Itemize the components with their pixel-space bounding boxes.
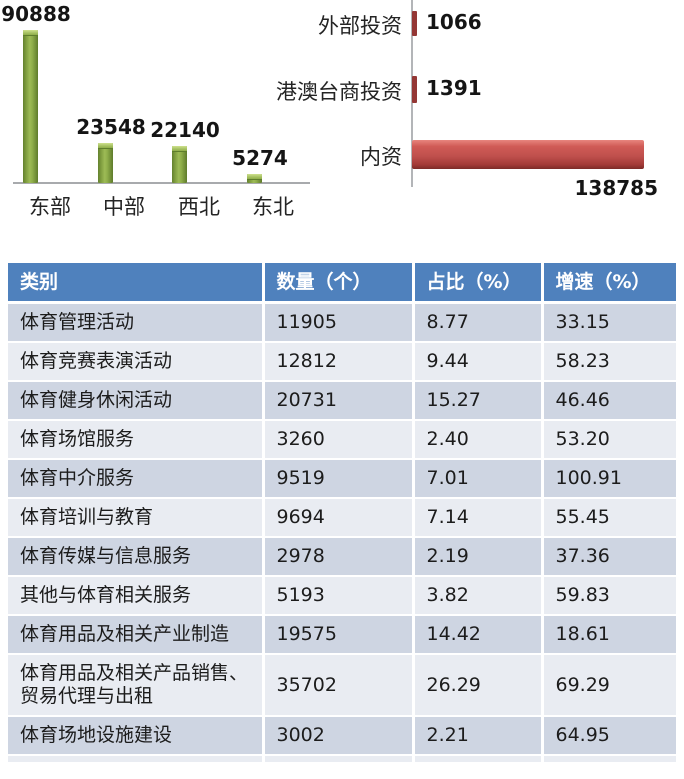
value-cell: 9.44 bbox=[413, 342, 544, 382]
category-cell: 体育传媒与信息服务 bbox=[8, 537, 265, 577]
category-label: 外部投资 bbox=[318, 14, 402, 38]
value-cell: 9519 bbox=[263, 459, 415, 499]
data-label: 22140 bbox=[150, 118, 220, 142]
category-label: 东北 bbox=[252, 195, 294, 219]
table-bottom-strip bbox=[8, 755, 676, 762]
value-cell: 11905 bbox=[263, 302, 415, 343]
value-cell: 8.77 bbox=[413, 302, 544, 343]
table-row: 体育中介服务 9519 7.01 100.91 bbox=[8, 459, 676, 499]
table-row: 体育用品及相关产业制造 19575 14.42 18.61 bbox=[8, 615, 676, 655]
table-row: 体育健身休闲活动 20731 15.27 46.46 bbox=[8, 381, 676, 421]
value-cell: 64.95 bbox=[542, 716, 676, 756]
table-row: 体育用品及相关产品销售、贸易代理与出租 35702 26.29 69.29 bbox=[8, 654, 676, 717]
category-cell: 体育培训与教育 bbox=[8, 498, 265, 538]
column-header: 占比（%） bbox=[413, 263, 544, 304]
value-cell: 2.21 bbox=[413, 716, 544, 756]
data-label: 138785 bbox=[574, 176, 659, 200]
category-label: 港澳台商投资 bbox=[276, 80, 402, 104]
table-row: 体育场地设施建设 3002 2.21 64.95 bbox=[8, 716, 676, 756]
value-cell: 7.01 bbox=[413, 459, 544, 499]
category-cell: 体育用品及相关产业制造 bbox=[8, 615, 265, 655]
category-cell: 体育中介服务 bbox=[8, 459, 265, 499]
column-header: 数量（个） bbox=[263, 263, 415, 304]
column-header: 类别 bbox=[8, 263, 265, 304]
value-cell: 19575 bbox=[263, 615, 415, 655]
table-row: 体育竞赛表演活动 12812 9.44 58.23 bbox=[8, 342, 676, 382]
table-bottom-strip-cell bbox=[413, 755, 544, 762]
data-label: 23548 bbox=[76, 115, 146, 139]
value-cell: 59.83 bbox=[542, 576, 676, 616]
horizontal-bar bbox=[412, 140, 644, 169]
table-bottom-strip-cell bbox=[8, 755, 265, 762]
table-row: 其他与体育相关服务 5193 3.82 59.83 bbox=[8, 576, 676, 616]
data-label: 90888 bbox=[1, 2, 71, 26]
value-cell: 7.14 bbox=[413, 498, 544, 538]
value-cell: 100.91 bbox=[542, 459, 676, 499]
column-bar bbox=[171, 146, 187, 183]
data-label: 5274 bbox=[232, 146, 288, 170]
category-cell: 体育竞赛表演活动 bbox=[8, 342, 265, 382]
table-row: 体育培训与教育 9694 7.14 55.45 bbox=[8, 498, 676, 538]
value-cell: 5193 bbox=[263, 576, 415, 616]
table-row: 体育管理活动 11905 8.77 33.15 bbox=[8, 302, 676, 343]
horizontal-bar bbox=[412, 11, 417, 36]
value-cell: 18.61 bbox=[542, 615, 676, 655]
sport-industry-table: 类别 数量（个） 占比（%） 增速（%） 体育管理活动 11905 8.77 33.15 体育… bbox=[8, 263, 676, 762]
category-label: 西北 bbox=[178, 195, 220, 219]
value-cell: 9694 bbox=[263, 498, 415, 538]
value-cell: 20731 bbox=[263, 381, 415, 421]
value-cell: 69.29 bbox=[542, 654, 676, 717]
investment-bar-chart: 外部投资 1066 港澳台商投资 1391 内资 138785 bbox=[250, 0, 684, 225]
category-label: 中部 bbox=[103, 195, 145, 219]
value-cell: 2978 bbox=[263, 537, 415, 577]
table-header-row: 类别 数量（个） 占比（%） 增速（%） bbox=[8, 263, 676, 304]
value-cell: 2.40 bbox=[413, 420, 544, 460]
value-cell: 58.23 bbox=[542, 342, 676, 382]
table-row: 体育传媒与信息服务 2978 2.19 37.36 bbox=[8, 537, 676, 577]
column-header: 增速（%） bbox=[542, 263, 676, 304]
column-bar bbox=[22, 30, 38, 183]
region-column-chart: 90888 东部 23548 中部 22140 西北 5274 东北 bbox=[0, 0, 320, 225]
category-cell: 其他与体育相关服务 bbox=[8, 576, 265, 616]
value-cell: 33.15 bbox=[542, 302, 676, 343]
data-label: 1391 bbox=[426, 76, 482, 100]
x-axis-line bbox=[13, 182, 310, 184]
category-cell: 体育场地设施建设 bbox=[8, 716, 265, 756]
value-cell: 12812 bbox=[263, 342, 415, 382]
value-cell: 3002 bbox=[263, 716, 415, 756]
category-label: 内资 bbox=[360, 145, 402, 169]
value-cell: 46.46 bbox=[542, 381, 676, 421]
table-bottom-strip-cell bbox=[263, 755, 415, 762]
table-row: 体育场馆服务 3260 2.40 53.20 bbox=[8, 420, 676, 460]
value-cell: 14.42 bbox=[413, 615, 544, 655]
category-cell: 体育用品及相关产品销售、贸易代理与出租 bbox=[8, 654, 265, 717]
value-cell: 35702 bbox=[263, 654, 415, 717]
data-label: 1066 bbox=[426, 10, 482, 34]
table-bottom-strip-cell bbox=[542, 755, 676, 762]
value-cell: 37.36 bbox=[542, 537, 676, 577]
value-cell: 3.82 bbox=[413, 576, 544, 616]
value-cell: 55.45 bbox=[542, 498, 676, 538]
category-label: 东部 bbox=[29, 195, 71, 219]
category-cell: 体育健身休闲活动 bbox=[8, 381, 265, 421]
horizontal-bar bbox=[412, 76, 417, 103]
value-cell: 26.29 bbox=[413, 654, 544, 717]
column-bar bbox=[97, 143, 113, 183]
value-cell: 3260 bbox=[263, 420, 415, 460]
column-bar bbox=[246, 174, 262, 183]
category-cell: 体育场馆服务 bbox=[8, 420, 265, 460]
value-cell: 2.19 bbox=[413, 537, 544, 577]
value-cell: 15.27 bbox=[413, 381, 544, 421]
value-cell: 53.20 bbox=[542, 420, 676, 460]
category-cell: 体育管理活动 bbox=[8, 302, 265, 343]
